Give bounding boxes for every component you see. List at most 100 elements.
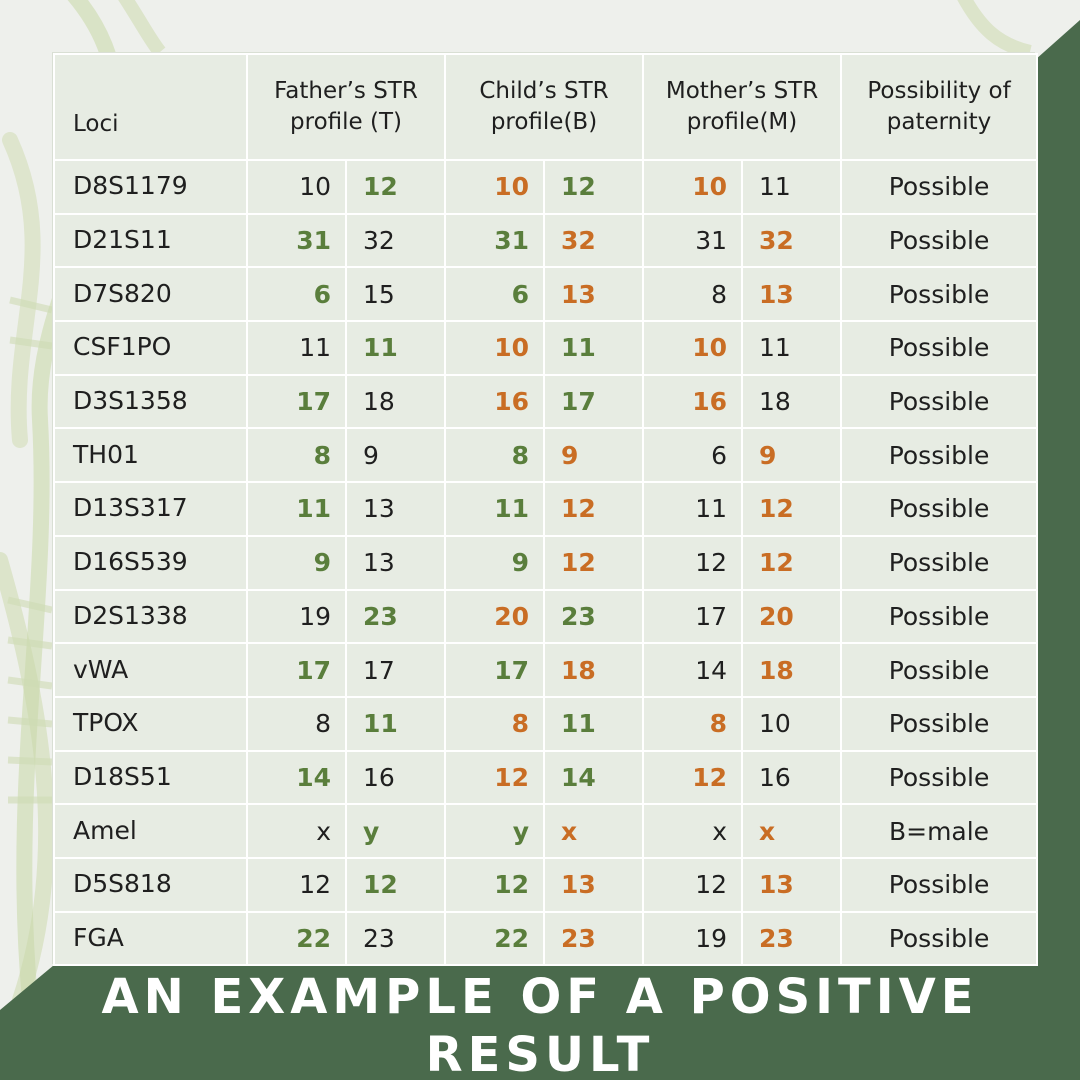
mother-allele-1: 14 (695, 655, 728, 685)
father-allele-1: 9 (313, 548, 331, 578)
table-row: D3S1358 17 18 16 17 16 18 Possible (53, 373, 1039, 430)
father-allele-1: 22 (296, 923, 331, 953)
possibility-cell: Possible (840, 588, 1039, 645)
mother-allele-2-cell: 32 (741, 212, 843, 269)
child-allele-1: 9 (511, 548, 529, 578)
header-father-line2: profile (T) (290, 109, 402, 135)
father-allele-2: 16 (363, 762, 395, 792)
mother-allele-1: 12 (695, 548, 728, 578)
father-allele-1-cell: 10 (246, 159, 347, 215)
child-allele-2: 11 (561, 709, 596, 739)
mother-allele-2-cell: 12 (741, 534, 843, 591)
caption-line1: AN EXAMPLE OF A POSITIVE (101, 969, 979, 1025)
father-allele-1-cell: 31 (246, 212, 347, 269)
child-allele-1: 8 (511, 709, 529, 739)
mother-allele-1-cell: 11 (642, 481, 744, 537)
header-possibility: Possibility of paternity (840, 53, 1039, 161)
mother-allele-1-cell: 14 (642, 642, 744, 698)
mother-allele-1-cell: 8 (642, 266, 744, 323)
child-allele-2-cell: 9 (542, 427, 645, 484)
possibility-cell: Possible (840, 642, 1039, 698)
father-allele-2: 13 (363, 548, 395, 578)
mother-allele-1: 10 (692, 333, 728, 363)
mother-allele-1: 8 (711, 279, 728, 309)
father-allele-1-cell: 11 (246, 481, 347, 537)
child-allele-1: 20 (494, 601, 529, 631)
father-allele-2-cell: 23 (345, 910, 446, 967)
locus-cell: D8S1179 (53, 159, 248, 215)
child-allele-2-cell: 13 (542, 266, 645, 323)
possibility-cell: Possible (840, 910, 1039, 967)
child-allele-1: 12 (494, 870, 529, 900)
dna-rungs-left (7, 296, 53, 804)
father-allele-2: 13 (363, 494, 395, 524)
mother-allele-1-cell: 31 (642, 212, 744, 269)
child-allele-2-cell: x (542, 803, 645, 859)
possibility-cell: Possible (840, 856, 1039, 913)
header-father: Father’s STR profile (T) (246, 53, 446, 161)
father-allele-1: x (316, 816, 331, 846)
possibility-cell: Possible (840, 373, 1039, 430)
locus-cell: D16S539 (53, 534, 248, 591)
child-allele-2: x (561, 816, 578, 846)
father-allele-2-cell: 23 (345, 588, 446, 645)
child-allele-2: 9 (561, 440, 579, 470)
mother-allele-2: 12 (759, 548, 794, 578)
child-allele-1-cell: 16 (444, 373, 545, 430)
header-possibility-line1: Possibility of (867, 78, 1011, 104)
child-allele-1: 31 (494, 226, 529, 256)
father-allele-1-cell: 6 (246, 266, 347, 323)
child-allele-2-cell: 18 (542, 642, 645, 698)
father-allele-1: 6 (313, 279, 331, 309)
child-allele-1-cell: 8 (444, 427, 545, 484)
table-row: D8S1179 10 12 10 12 10 11 Possible (53, 159, 1039, 215)
father-allele-2-cell: 18 (345, 373, 446, 430)
child-allele-1: 6 (511, 279, 529, 309)
child-allele-1: y (512, 816, 529, 846)
mother-allele-2-cell: 18 (741, 642, 843, 698)
child-allele-2: 12 (561, 494, 596, 524)
mother-allele-2: 13 (759, 279, 794, 309)
father-allele-2-cell: 9 (345, 427, 446, 484)
table-row: TH01 8 9 8 9 6 9 Possible (53, 427, 1039, 484)
father-allele-1: 17 (296, 387, 331, 417)
father-allele-1-cell: 8 (246, 695, 347, 752)
possibility-cell: Possible (840, 481, 1039, 537)
child-allele-1-cell: 12 (444, 856, 545, 913)
child-allele-2-cell: 12 (542, 534, 645, 591)
child-allele-2: 23 (561, 923, 596, 953)
mother-allele-1-cell: 19 (642, 910, 744, 967)
child-allele-2-cell: 13 (542, 856, 645, 913)
father-allele-2-cell: 13 (345, 534, 446, 591)
mother-allele-1: 31 (695, 226, 728, 256)
father-allele-1: 12 (299, 870, 331, 900)
table-row: TPOX 8 11 8 11 8 10 Possible (53, 695, 1039, 752)
mother-allele-2: 9 (759, 440, 777, 470)
father-allele-2: 12 (363, 870, 398, 900)
mother-allele-2-cell: 9 (741, 427, 843, 484)
child-allele-1: 8 (511, 440, 529, 470)
header-possibility-line2: paternity (886, 109, 992, 135)
father-allele-2-cell: 11 (345, 695, 446, 752)
father-allele-2: 17 (363, 655, 395, 685)
father-allele-2-cell: 17 (345, 642, 446, 698)
mother-allele-1: 6 (711, 440, 728, 470)
child-allele-2: 32 (561, 226, 596, 256)
mother-allele-2-cell: 11 (741, 159, 843, 215)
father-allele-1: 14 (296, 762, 331, 792)
header-child: Child’s STR profile(B) (443, 53, 645, 161)
locus-cell: Amel (53, 803, 248, 859)
father-allele-2-cell: 15 (345, 266, 446, 323)
father-allele-1-cell: 9 (246, 534, 347, 591)
header-mother: Mother’s STR profile(M) (642, 53, 843, 161)
child-allele-2-cell: 14 (542, 749, 645, 806)
header-child-line1: Child’s STR (479, 78, 609, 104)
mother-allele-2-cell: 13 (741, 266, 843, 323)
father-allele-1-cell: 14 (246, 749, 347, 806)
mother-allele-1: 10 (692, 172, 728, 202)
possibility-cell: Possible (840, 749, 1039, 806)
child-allele-2: 18 (561, 655, 596, 685)
locus-cell: TPOX (53, 695, 248, 752)
table-row: D21S11 31 32 31 32 31 32 Possible (53, 212, 1039, 269)
mother-allele-1-cell: 12 (642, 749, 744, 806)
